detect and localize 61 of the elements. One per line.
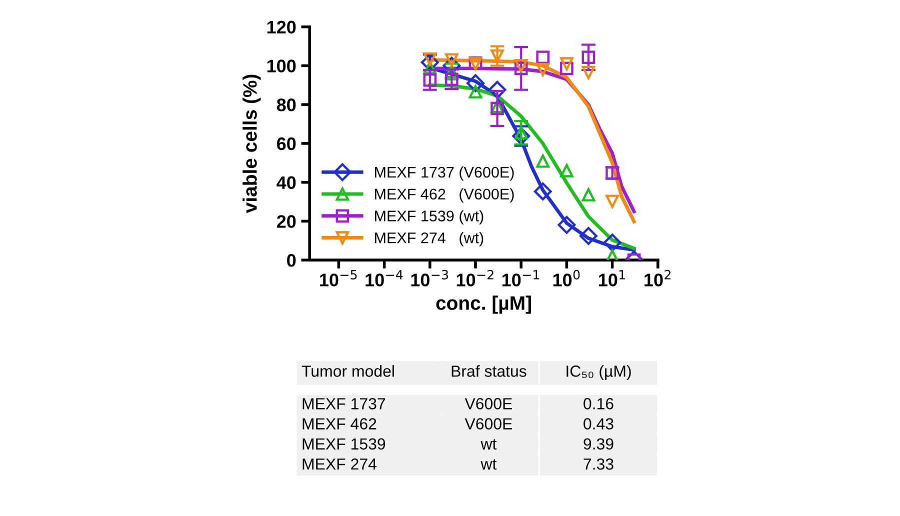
point xyxy=(488,80,506,99)
point xyxy=(444,72,458,86)
point xyxy=(536,62,550,76)
x-tick-label: 10$^{−5}$ xyxy=(320,270,357,286)
point xyxy=(423,60,437,74)
text: V600E xyxy=(464,398,512,410)
point xyxy=(603,234,622,252)
x-tick-label: 10$^{2}$ xyxy=(644,270,670,286)
text: wt xyxy=(480,439,497,450)
point xyxy=(536,154,550,168)
text: MEXF 1539 xyxy=(302,438,386,450)
point xyxy=(606,250,619,260)
text: MEXF 1737 xyxy=(302,398,386,410)
point xyxy=(558,216,576,234)
y-tick-label: 80 xyxy=(276,98,296,112)
point xyxy=(582,66,596,80)
y-tick-label: 120 xyxy=(267,20,296,34)
x-tick-label: 10$^{−4}$ xyxy=(366,270,403,286)
point xyxy=(466,74,484,92)
x-tick-label: 10$^{0}$ xyxy=(553,270,580,286)
x-tick-label: 10$^{1}$ xyxy=(598,270,625,286)
y-tick-label: 100 xyxy=(267,60,296,72)
legend-label: MEXF 1737 (V600E) xyxy=(375,166,514,181)
text: Braf status xyxy=(452,365,526,377)
legend-label: MEXF 462 (V600E) xyxy=(375,188,514,203)
x-tick-label: 10$^{−3}$ xyxy=(411,270,448,286)
text: MEXF 274 xyxy=(302,458,376,470)
y-tick-label: 0 xyxy=(287,254,296,267)
point xyxy=(423,52,437,66)
point xyxy=(423,73,437,87)
point xyxy=(606,194,619,208)
text: 0.16 xyxy=(584,398,614,410)
point xyxy=(579,226,598,245)
text: wt xyxy=(480,459,497,470)
y-tick-label: 60 xyxy=(276,137,296,150)
text: IC₅₀ (µM) xyxy=(566,365,631,380)
y-tick-label: 20 xyxy=(276,215,296,228)
text: V600E xyxy=(464,418,512,430)
text: 9.39 xyxy=(584,438,614,450)
legend-label: MEXF 1539 (wt) xyxy=(375,210,484,224)
point xyxy=(468,85,482,98)
text: MEXF 462 xyxy=(302,418,376,430)
text: 0.43 xyxy=(584,418,614,430)
point xyxy=(514,62,528,76)
x-axis-title: conc. [µM] xyxy=(436,296,531,314)
point xyxy=(536,50,550,64)
point xyxy=(582,188,596,202)
point xyxy=(514,59,528,72)
text: 7.33 xyxy=(584,458,614,470)
legend-label: MEXF 274 (wt) xyxy=(375,232,484,246)
y-axis-title: viable cells (%) xyxy=(242,74,261,214)
y-tick-label: 40 xyxy=(276,176,296,190)
point xyxy=(582,50,596,64)
text: Tumor model xyxy=(302,365,394,377)
point xyxy=(442,56,461,75)
point xyxy=(560,164,574,178)
point xyxy=(534,182,552,200)
x-tick-label: 10$^{−1}$ xyxy=(502,270,540,286)
point xyxy=(560,62,574,76)
point xyxy=(560,57,574,70)
x-tick-label: 10$^{−2}$ xyxy=(456,270,494,286)
